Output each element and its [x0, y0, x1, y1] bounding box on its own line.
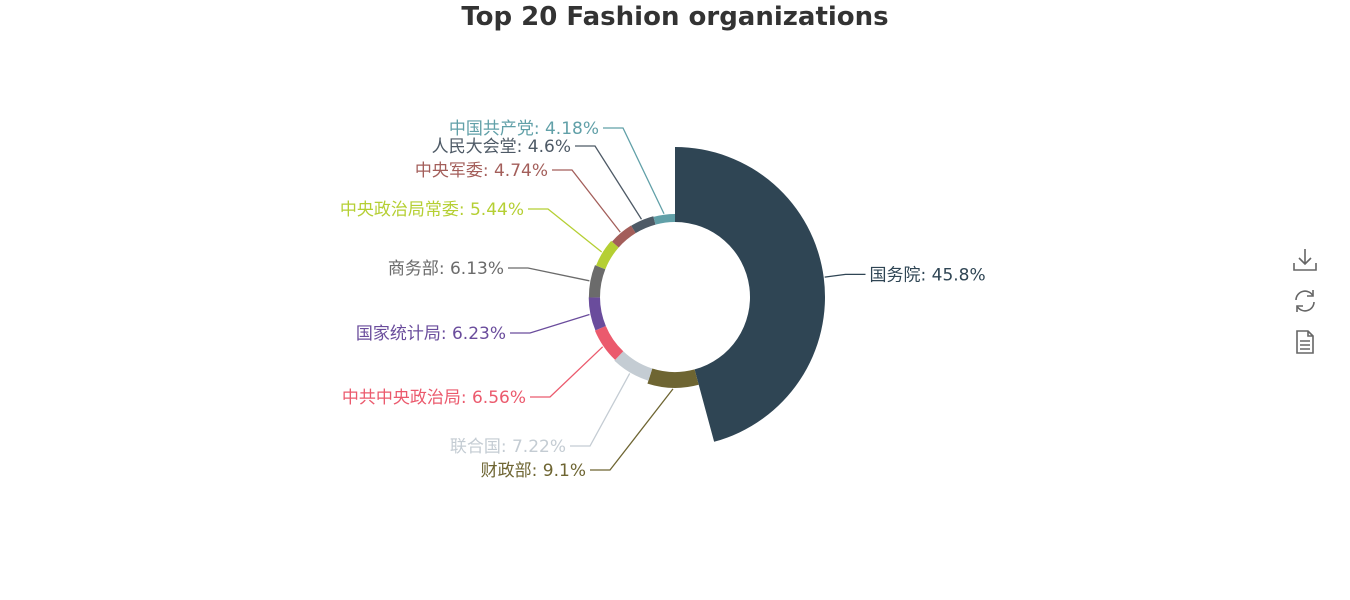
refresh-icon: [1295, 290, 1315, 312]
slice-label-5: 国家统计局: 6.23%: [356, 324, 506, 344]
slice-10[interactable]: [653, 214, 675, 225]
slice-2[interactable]: [647, 368, 699, 388]
slice-label-4: 中共中央政治局: 6.56%: [342, 388, 526, 408]
slice-label-2: 财政部: 9.1%: [481, 461, 586, 481]
leader-line-5: [510, 313, 590, 334]
refresh-button[interactable]: [1290, 286, 1320, 316]
slice-4[interactable]: [594, 326, 624, 360]
leader-line-1: [824, 273, 866, 278]
slice-label-1: 国务院: 45.8%: [870, 265, 986, 285]
slice-1[interactable]: [675, 147, 825, 442]
slice-label-3: 联合国: 7.22%: [450, 437, 566, 457]
leader-line-6: [508, 267, 590, 282]
leader-line-8: [552, 169, 621, 233]
slice-8[interactable]: [611, 225, 636, 248]
slice-3[interactable]: [614, 351, 653, 381]
toolbox: [1290, 245, 1320, 368]
download-button[interactable]: [1290, 245, 1320, 275]
slice-6[interactable]: [588, 265, 606, 298]
slice-9[interactable]: [631, 216, 656, 234]
leader-line-7: [528, 208, 603, 253]
slice-5[interactable]: [588, 297, 606, 331]
slice-label-7: 中央政治局常委: 5.44%: [340, 200, 524, 220]
download-icon: [1293, 249, 1317, 271]
leader-line-9: [575, 145, 643, 220]
leader-line-10: [603, 127, 665, 215]
leader-line-2: [590, 388, 674, 471]
chart-title: Top 20 Fashion organizations: [461, 2, 889, 32]
slice-7[interactable]: [596, 240, 619, 270]
slice-label-8: 中央军委: 4.74%: [415, 161, 548, 181]
data-view-icon: [1296, 330, 1314, 354]
data-view-button[interactable]: [1290, 327, 1320, 357]
leader-line-3: [570, 373, 631, 447]
slice-label-10: 中国共产党: 4.18%: [449, 119, 599, 139]
slice-label-6: 商务部: 6.13%: [388, 259, 504, 279]
slice-label-9: 人民大会堂: 4.6%: [432, 137, 571, 157]
leader-line-4: [530, 346, 604, 398]
